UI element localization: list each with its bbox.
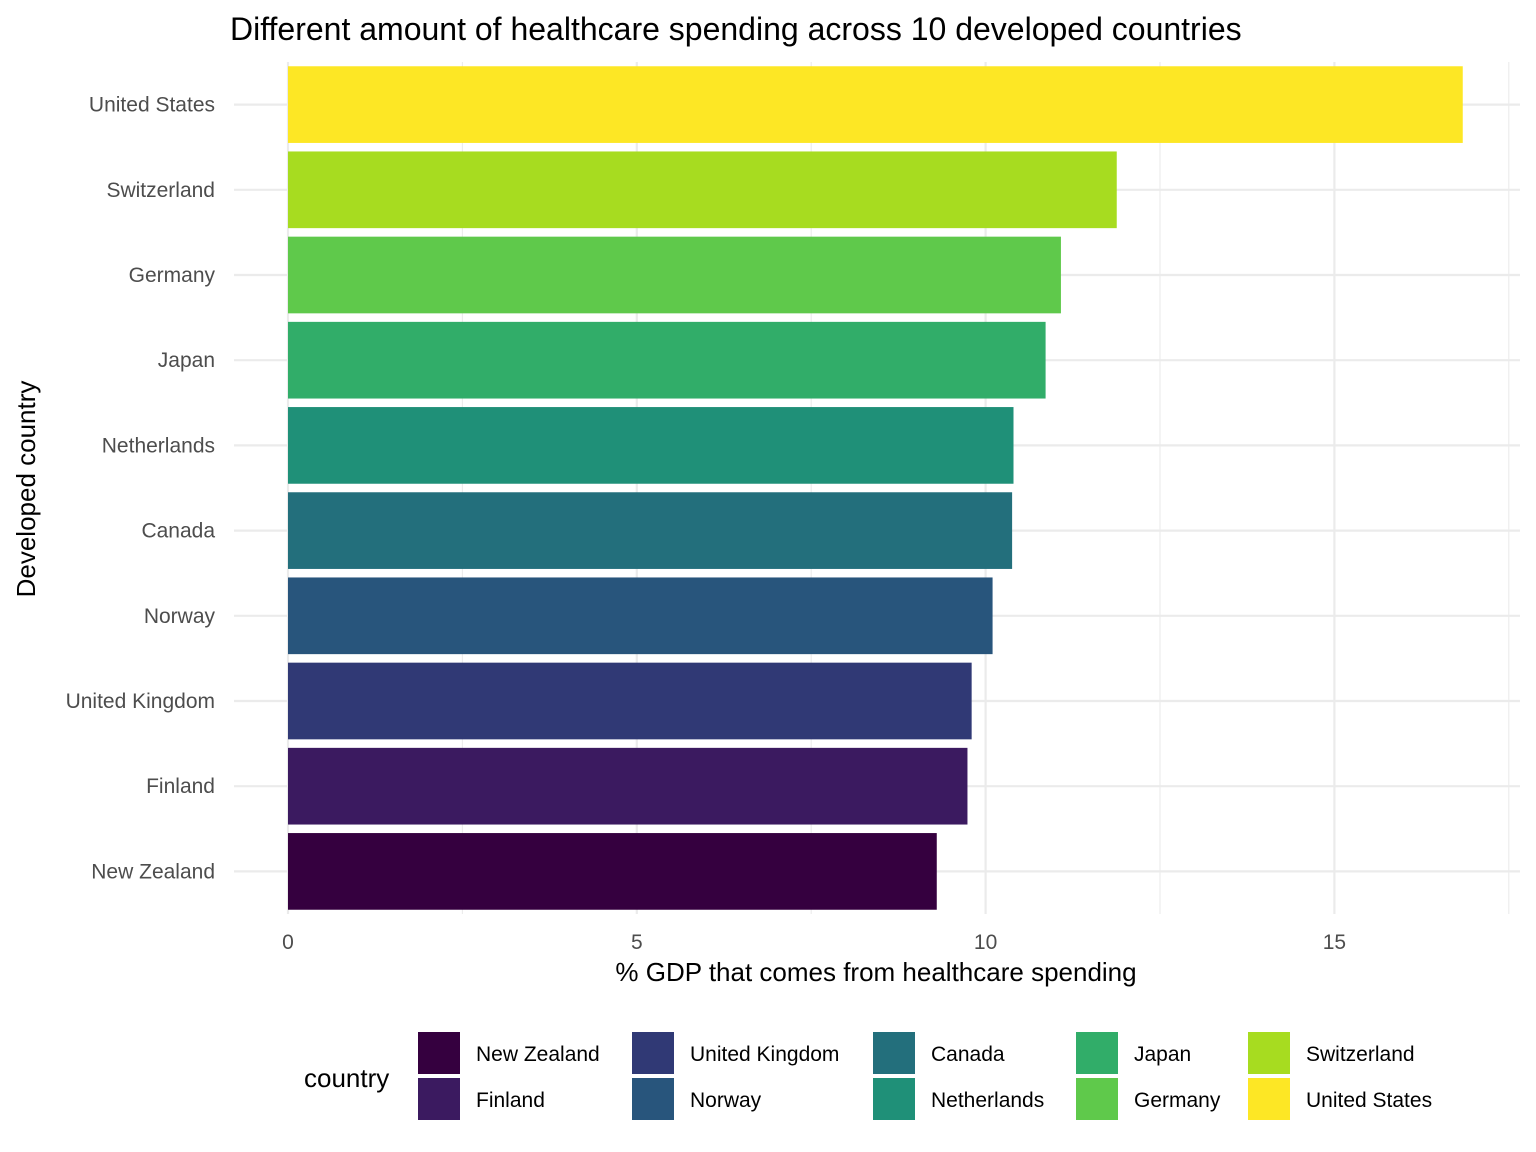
y-axis-title: Developed country (11, 381, 41, 598)
legend-key-finland (418, 1078, 460, 1120)
y-tick-label-united-kingdom: United Kingdom (66, 690, 215, 713)
bar-new-zealand (288, 833, 937, 910)
legend-key-canada (873, 1032, 915, 1074)
legend-key-united-states (1248, 1078, 1290, 1120)
bar-germany (288, 236, 1061, 314)
y-tick-label-finland: Finland (146, 775, 215, 798)
chart-title: Different amount of healthcare spending … (230, 11, 1242, 47)
legend-label-united-kingdom: United Kingdom (690, 1043, 839, 1066)
legend-label-new-zealand: New Zealand (476, 1043, 600, 1066)
y-tick-label-united-states: United States (89, 94, 215, 117)
bar-canada (288, 492, 1013, 569)
x-tick-label-5: 5 (631, 931, 643, 954)
legend-label-canada: Canada (931, 1043, 1005, 1066)
bar-japan (288, 321, 1046, 399)
legend-label-japan: Japan (1134, 1043, 1191, 1066)
y-tick-label-switzerland: Switzerland (106, 179, 215, 202)
legend-key-japan (1076, 1032, 1118, 1074)
y-tick-label-canada: Canada (141, 520, 215, 543)
bar-norway (288, 577, 993, 655)
legend-label-netherlands: Netherlands (931, 1089, 1044, 1112)
legend-title: country (304, 1063, 389, 1093)
x-axis-title: % GDP that comes from healthcare spendin… (615, 957, 1136, 987)
y-tick-label-germany: Germany (129, 264, 216, 287)
legend-label-germany: Germany (1134, 1089, 1221, 1112)
x-axis-tick-labels: 0 5 10 15 (282, 931, 1346, 954)
legend-key-switzerland (1248, 1032, 1290, 1074)
bars (288, 66, 1463, 910)
x-tick-label-15: 15 (1323, 931, 1346, 954)
y-tick-label-japan: Japan (158, 349, 215, 372)
legend-label-united-states: United States (1306, 1089, 1432, 1112)
legend: country New Zealand Finland United Kingdom… (304, 1032, 1432, 1120)
bar-finland (288, 747, 968, 825)
legend-key-united-kingdom (632, 1032, 674, 1074)
bar-switzerland (288, 151, 1117, 229)
legend-label-norway: Norway (690, 1089, 762, 1112)
legend-label-finland: Finland (476, 1089, 545, 1112)
legend-key-germany (1076, 1078, 1118, 1120)
legend-key-netherlands (873, 1078, 915, 1120)
y-tick-label-netherlands: Netherlands (102, 434, 215, 457)
y-tick-label-new-zealand: New Zealand (91, 860, 215, 883)
x-tick-label-10: 10 (974, 931, 997, 954)
y-axis-tick-labels: New Zealand Finland United Kingdom Norway Ca… (66, 94, 216, 884)
x-tick-label-0: 0 (282, 931, 294, 954)
legend-key-norway (632, 1078, 674, 1120)
y-tick-label-norway: Norway (144, 605, 216, 628)
legend-key-new-zealand (418, 1032, 460, 1074)
legend-label-switzerland: Switzerland (1306, 1043, 1415, 1066)
bar-united-states (288, 66, 1463, 143)
bar-united-kingdom (288, 662, 972, 740)
bar-netherlands (288, 407, 1014, 484)
